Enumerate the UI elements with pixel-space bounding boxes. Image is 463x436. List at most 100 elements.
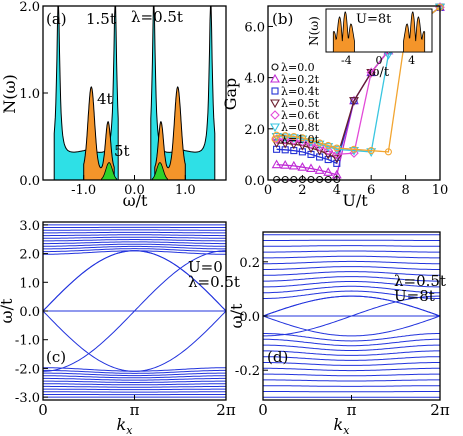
gap-point-6-10 (384, 148, 392, 156)
gap-point-1-4 (306, 163, 316, 173)
panel-a-annotation-lambda: λ=0.5t (131, 8, 183, 26)
legend-label-0: λ=0.0 (281, 61, 315, 74)
band-lower-3 (42, 375, 227, 379)
panel-c-ytick-label: -1.0 (15, 334, 40, 349)
panel-c-ytick-label: -3.0 (15, 391, 40, 406)
band-lower-1 (43, 369, 226, 374)
band-lower-2 (263, 344, 440, 351)
panel-b-ylabel: Gap (221, 78, 240, 111)
panel-c-xtick-label: π (130, 401, 140, 419)
dos-area-green-0 (101, 162, 118, 181)
gap-point-6-3 (298, 134, 306, 142)
gap-point-6-9 (367, 147, 375, 155)
band-upper-3 (42, 243, 227, 247)
band-lower-1 (263, 338, 440, 347)
panel-b-xtick-label: 8 (401, 183, 409, 198)
panel-d-bands: 0 π 2π-0.20.00.2ω/tkx(d)λ=0.5tU=8t (227, 231, 450, 436)
legend-marker-5 (270, 123, 280, 133)
panel-d-annotation-0: λ=0.5t (394, 272, 446, 290)
legend-label-3: λ=0.5t (281, 97, 320, 110)
edge-state-2 (262, 315, 441, 337)
gap-point-4-2 (289, 135, 299, 146)
band-lower-6 (263, 367, 440, 372)
panel-c-ytick-label: 0.0 (19, 305, 40, 320)
gap-point-4-0 (271, 134, 282, 144)
panel-a-annotation-4t: 4t (97, 90, 113, 108)
gap-point-1-5 (314, 165, 325, 174)
panel-a-xtick-label: 0.0 (124, 183, 145, 198)
panel-d-annotation-1: U=8t (394, 287, 435, 305)
legend-label-6: λ=1.0t (281, 133, 320, 146)
panel-c-ytick-label: 2.0 (19, 248, 40, 263)
legend-marker-0 (271, 63, 279, 71)
inset-label: U=8t (356, 12, 392, 27)
panel-c-xtick-label: 2π (216, 401, 236, 419)
gap-point-4-6 (323, 145, 333, 156)
inset-dos-left (332, 11, 355, 53)
band-upper-1 (263, 285, 440, 294)
band-upper-8 (263, 250, 440, 253)
band-lower-7 (263, 373, 440, 377)
gap-point-6-1 (281, 132, 289, 140)
gap-series-line-6 (276, 6, 441, 153)
panel-c-ytick-label: 1.0 (19, 276, 40, 291)
band-upper-4 (263, 271, 440, 276)
gap-point-4-8 (349, 148, 359, 158)
band-lower-4 (263, 356, 440, 361)
band-lower-3 (263, 350, 440, 356)
gap-point-6-5 (316, 139, 324, 147)
band-upper-9 (263, 245, 440, 247)
band-lower-4 (43, 377, 226, 381)
legend-marker-3 (270, 99, 280, 109)
panel-b-xlabel: U/t (342, 191, 368, 210)
panel-a-xtick-label: -1.0 (71, 183, 96, 198)
band-lower-8 (43, 388, 226, 391)
band-lower-5 (43, 380, 226, 383)
gap-point-3-8 (349, 97, 359, 106)
inset-xlabel: ω/t (369, 65, 390, 80)
gap-point-6-7 (333, 144, 341, 152)
panel-b-gap: 0 2 4 6 8 100.02.04.06.0GapU/t(b)λ=0.0λ=0.2tλ… (221, 2, 449, 210)
panel-c-annotation-0: U=0 (188, 258, 223, 276)
panel-b-ytick-label: 2.0 (244, 123, 265, 138)
panel-a-annotation-5t: 5t (114, 142, 130, 160)
edge-state-2 (42, 310, 227, 372)
panel-b-xtick-label: 10 (432, 183, 449, 198)
panel-d-xtick-label: 2π (430, 401, 450, 419)
inset-xtick-label: 4 (408, 54, 415, 67)
band-upper-8 (43, 231, 226, 234)
gap-point-6-4 (307, 136, 315, 144)
dos-area-orange-1 (154, 86, 186, 181)
band-upper-7 (43, 234, 226, 237)
gap-point-4-1 (280, 134, 290, 145)
legend-label-1: λ=0.2t (281, 73, 320, 86)
inset-dos-right (403, 11, 426, 53)
gap-point-6-6 (324, 141, 332, 150)
inset-xtick-label: -4 (341, 54, 352, 67)
panel-a-xlabel: ω/t (123, 191, 148, 210)
panel-b-ytick-label: 4.0 (244, 72, 265, 87)
gap-point-6-0 (273, 131, 281, 139)
panel-a-ytick-label: 2.0 (19, 0, 40, 15)
inset-ylabel: N(ω) (307, 16, 321, 46)
legend-label-2: λ=0.4t (281, 85, 320, 98)
band-upper-5 (263, 266, 440, 270)
panel-d-ylabel: ω/t (227, 303, 246, 328)
legend-marker-2 (271, 87, 279, 95)
gap-point-6-2 (290, 132, 298, 141)
legend-marker-4 (270, 110, 280, 120)
gap-point-1-3 (297, 162, 308, 171)
gap-point-3-7 (331, 154, 342, 164)
panel-a-tag: (a) (46, 10, 67, 28)
edge-state-3 (42, 250, 227, 312)
dos-area-green-1 (151, 162, 168, 181)
panel-a-ytick-label: 0.0 (19, 174, 40, 189)
legend-marker-1 (270, 73, 280, 83)
panel-d-ytick-label: 0.0 (239, 310, 260, 325)
panel-a-xtick-label: 1.0 (175, 183, 196, 198)
panel-a-ylabel: N(ω) (0, 74, 19, 114)
gap-point-6-8 (350, 145, 358, 153)
band-upper-5 (43, 239, 226, 242)
panel-b-ytick-label: 0.0 (244, 174, 265, 189)
